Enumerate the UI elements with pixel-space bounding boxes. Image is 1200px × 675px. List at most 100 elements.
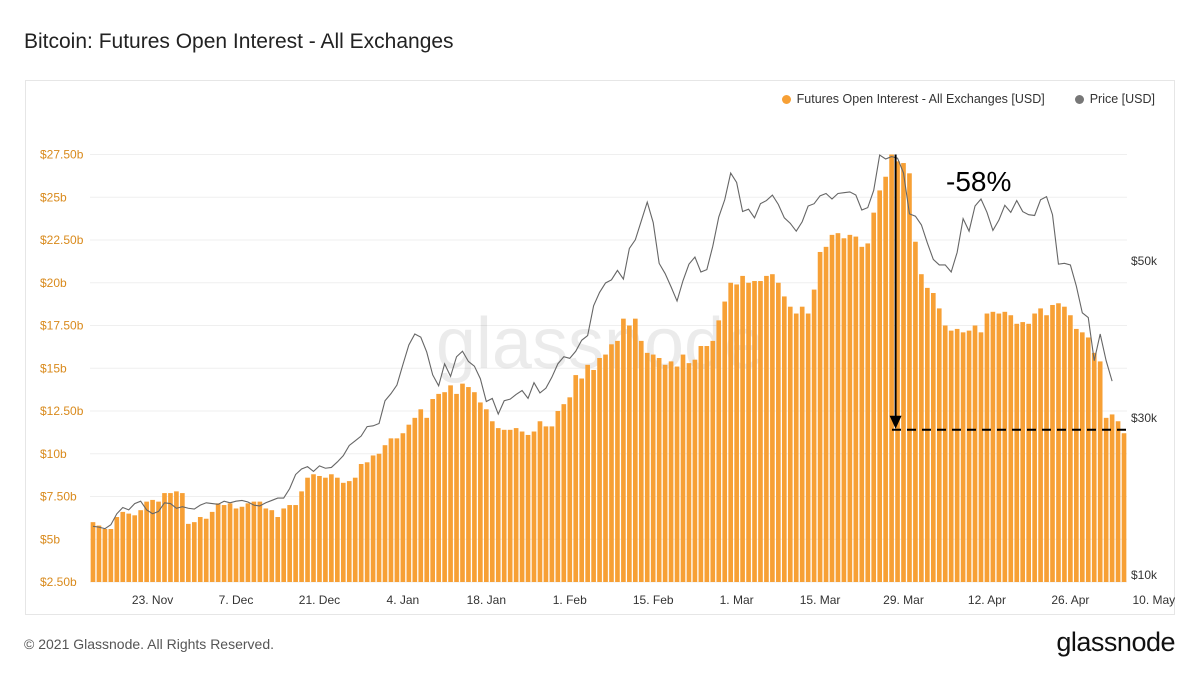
oi-bar [668,361,674,582]
oi-bar [126,513,132,582]
oi-bar [472,392,477,582]
oi-bar [448,385,453,582]
oi-bar [197,517,203,582]
oi-bar [120,511,126,582]
oi-bar [1074,328,1079,582]
oi-bar [1014,323,1020,582]
oi-bar [150,499,155,582]
oi-bar [1002,311,1008,582]
oi-bar [710,340,716,582]
oi-bar [317,475,322,582]
oi-bar [787,306,793,582]
oi-bar [275,517,281,582]
y-left-tick-label: $12.50b [40,404,84,418]
oi-bar [364,462,370,582]
oi-bar [96,525,102,582]
oi-bar [346,481,352,582]
oi-bar [662,364,668,582]
x-tick-label: 21. Dec [299,593,340,607]
oi-bar [209,511,215,582]
chart-legend: Futures Open Interest - All Exchanges [U… [781,92,1155,106]
oi-bar [901,163,906,583]
oi-bar [114,517,120,582]
oi-bar [948,330,954,582]
oi-bar [466,387,471,582]
oi-bar [680,354,686,582]
oi-bar [329,474,334,582]
y-left-tick-label: $7.50b [40,490,77,504]
oi-bar [1062,306,1067,582]
oi-bar [221,505,227,582]
y-left-tick-label: $5b [40,532,60,546]
page-title: Bitcoin: Futures Open Interest - All Exc… [24,30,454,53]
oi-bar [418,409,424,582]
oi-bar [823,246,829,582]
oi-bar [1097,361,1103,582]
oi-bar [627,325,632,582]
oi-bar [853,236,859,582]
x-tick-label: 4. Jan [387,593,420,607]
oi-bar [978,332,984,582]
oi-bar [263,508,269,582]
oi-bar [942,325,948,582]
oi-bar [925,287,930,582]
oi-bar [191,522,197,582]
oi-bar [233,508,239,582]
oi-bar [168,493,173,582]
oi-bar [1008,315,1014,582]
oi-bar [412,417,418,582]
oi-bar [650,354,656,582]
oi-bar [376,453,382,582]
oi-bar [793,313,799,582]
legend-item-open-interest[interactable]: Futures Open Interest - All Exchanges [U… [781,92,1045,106]
oi-bar [501,429,507,582]
oi-bar [513,428,519,582]
oi-bar [752,281,757,582]
annotation-arrow-head [889,415,902,429]
oi-bar [656,357,662,582]
oi-bar [108,528,114,582]
oi-bar [90,522,96,582]
oi-bar [454,393,459,582]
oi-bar [1050,304,1055,582]
y-left-tick-label: $17.50b [40,319,84,333]
oi-bar [251,501,257,582]
oi-bar [323,477,328,582]
oi-bar [102,528,108,582]
y-left-tick-label: $22.50b [40,233,84,247]
oi-bar [930,293,936,582]
x-tick-label: 12. Apr [968,593,1006,607]
oi-bar [1103,417,1109,582]
oi-bar [728,282,733,582]
oi-bar [1026,323,1031,582]
oi-bar [781,296,787,582]
oi-bar [698,346,704,582]
oi-bar [1032,313,1037,582]
legend-item-price[interactable]: Price [USD] [1074,92,1155,106]
oi-bar [799,306,805,582]
oi-bar [180,493,185,582]
oi-bar [484,409,489,582]
oi-bar [734,284,739,582]
oi-bar [1044,315,1049,582]
oi-bar [907,173,912,582]
oi-bar [597,357,602,582]
oi-bar [132,515,138,582]
oi-bar [895,161,900,582]
oi-bar [877,190,882,582]
oi-bar [776,282,781,582]
oi-bar [305,477,310,582]
oi-bar [567,397,573,582]
glassnode-logo[interactable]: glassnode [1056,627,1175,657]
y-right-tick-label: $30k [1131,411,1158,425]
legend-swatch-open-interest [781,94,791,104]
oi-bar [370,455,376,582]
oi-bar [704,346,710,582]
oi-bar [573,375,579,582]
oi-bar [186,523,191,582]
x-tick-label: 15. Mar [800,593,841,607]
oi-bar [758,281,763,582]
oi-bar [1068,315,1073,582]
oi-bar [489,421,495,582]
oi-bar [966,330,972,582]
